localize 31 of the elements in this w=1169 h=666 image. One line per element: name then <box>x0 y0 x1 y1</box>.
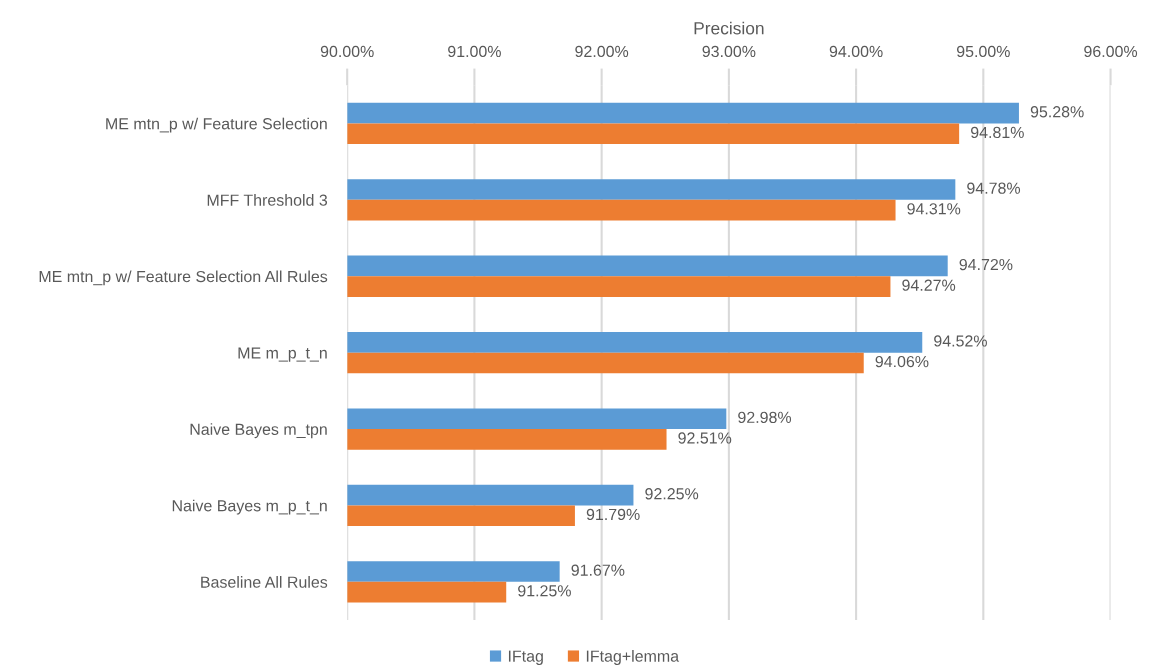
y-tick-label: ME m_p_t_n <box>238 347 327 362</box>
y-tick-label: ME mtn_p w/ Feature Selection <box>106 117 327 133</box>
x-tick-label: 90.00% <box>320 45 374 58</box>
data-label: 92.25% <box>645 488 699 500</box>
x-tick-label: 92.00% <box>575 45 629 58</box>
data-label: 94.52% <box>934 335 987 347</box>
data-label: 92.51% <box>678 432 732 444</box>
data-label: 94.81% <box>971 126 1024 139</box>
x-axis-title: Precision <box>694 21 764 35</box>
y-tick-label: Naive Bayes m_p_t_n <box>172 499 327 515</box>
x-tick-label: 91.00% <box>448 45 501 58</box>
data-label: 92.98% <box>738 411 792 424</box>
data-label: 95.28% <box>1030 106 1084 118</box>
x-tick-label: 95.00% <box>956 45 1010 58</box>
legend-label: IFtag+lemma <box>586 650 680 665</box>
data-label: 91.25% <box>518 585 571 597</box>
data-label: 91.67% <box>571 564 625 576</box>
data-label: 94.06% <box>875 355 929 368</box>
y-tick-label: ME mtn_p w/ Feature Selection All Rules <box>39 270 328 286</box>
data-label: 94.27% <box>902 279 956 291</box>
x-tick-label: 93.00% <box>702 45 756 58</box>
y-tick-label: Naive Bayes m_tpn <box>190 423 327 439</box>
data-label: 94.72% <box>959 258 1013 271</box>
data-label: 94.31% <box>907 203 961 215</box>
y-tick-label: Baseline All Rules <box>201 576 328 588</box>
x-tick-label: 94.00% <box>829 45 883 58</box>
y-tick-label: MFF Threshold 3 <box>207 194 328 206</box>
data-label: 94.78% <box>967 182 1021 194</box>
x-tick-label: 96.00% <box>1084 45 1138 58</box>
legend-label: IFtag <box>508 650 543 665</box>
data-label: 91.79% <box>586 508 640 521</box>
